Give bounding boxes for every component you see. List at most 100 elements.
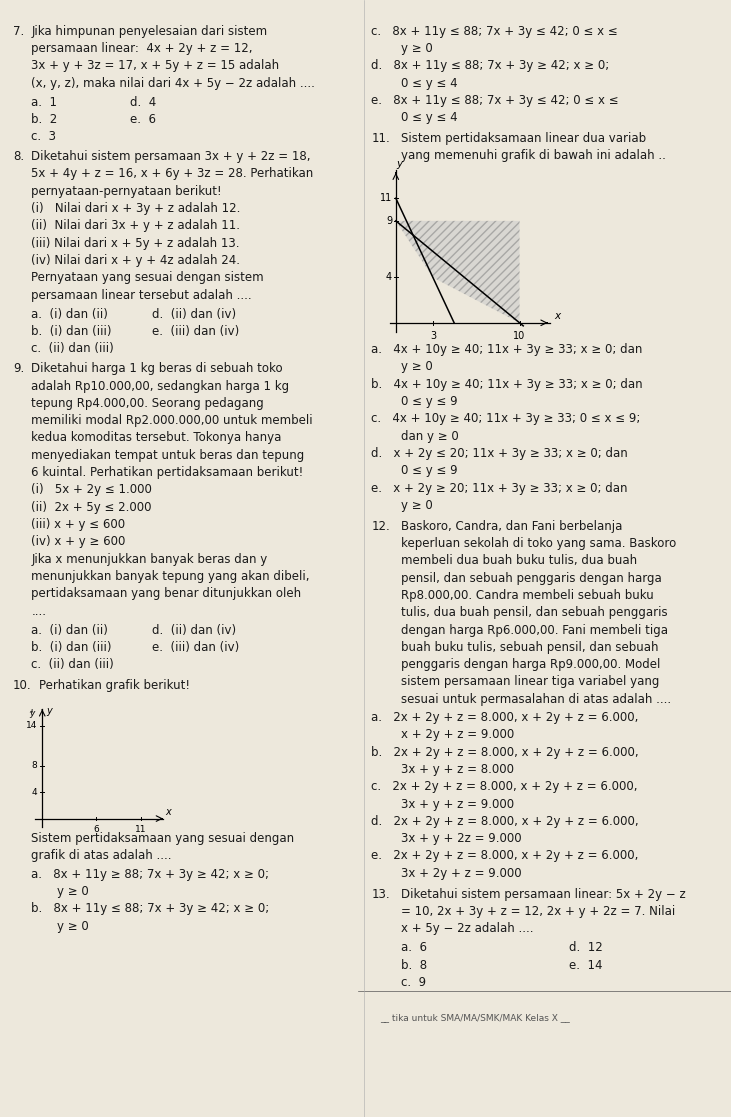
Text: a.  (i) dan (ii): a. (i) dan (ii) <box>31 623 108 637</box>
Text: d.  4: d. 4 <box>130 96 156 108</box>
Text: b.  8: b. 8 <box>401 958 427 972</box>
Text: c.   4x + 10y ≥ 40; 11x + 3y ≥ 33; 0 ≤ x ≤ 9;: c. 4x + 10y ≥ 40; 11x + 3y ≥ 33; 0 ≤ x ≤… <box>371 412 641 426</box>
Text: sesuai untuk permasalahan di atas adalah ....: sesuai untuk permasalahan di atas adalah… <box>401 693 671 706</box>
Text: buah buku tulis, sebuah pensil, dan sebuah: buah buku tulis, sebuah pensil, dan sebu… <box>401 641 658 653</box>
Text: y ≥ 0: y ≥ 0 <box>401 499 432 512</box>
Text: b.   8x + 11y ≤ 88; 7x + 3y ≥ 42; x ≥ 0;: b. 8x + 11y ≤ 88; 7x + 3y ≥ 42; x ≥ 0; <box>31 903 270 915</box>
Text: ....: .... <box>31 604 47 618</box>
Text: e.   2x + 2y + z = 8.000, x + 2y + z = 6.000,: e. 2x + 2y + z = 8.000, x + 2y + z = 6.0… <box>371 849 639 862</box>
Text: b.  (i) dan (iii): b. (i) dan (iii) <box>31 641 112 653</box>
Text: e.   x + 2y ≥ 20; 11x + 3y ≥ 33; x ≥ 0; dan: e. x + 2y ≥ 20; 11x + 3y ≥ 33; x ≥ 0; da… <box>371 481 628 495</box>
Text: b.  2: b. 2 <box>31 113 58 126</box>
Text: a.   2x + 2y + z = 8.000, x + 2y + z = 6.000,: a. 2x + 2y + z = 8.000, x + 2y + z = 6.0… <box>371 710 639 724</box>
Text: (ii)  Nilai dari 3x + y + z adalah 11.: (ii) Nilai dari 3x + y + z adalah 11. <box>31 219 240 232</box>
Text: __ tika untuk SMA/MA/SMK/MAK Kelas X __: __ tika untuk SMA/MA/SMK/MAK Kelas X __ <box>380 1013 570 1022</box>
Text: Diketahui sistem persamaan 3x + y + 2z = 18,: Diketahui sistem persamaan 3x + y + 2z =… <box>31 150 311 163</box>
Text: Diketahui harga 1 kg beras di sebuah toko: Diketahui harga 1 kg beras di sebuah tok… <box>31 362 283 375</box>
Text: Perhatikan grafik berikut!: Perhatikan grafik berikut! <box>39 679 190 693</box>
Text: 3: 3 <box>430 331 436 341</box>
Text: 12.: 12. <box>371 519 390 533</box>
Text: 4: 4 <box>386 273 392 283</box>
Text: y: y <box>47 706 53 716</box>
Text: a.  1: a. 1 <box>31 96 58 108</box>
Text: x: x <box>166 806 172 817</box>
Text: dengan harga Rp6.000,00. Fani membeli tiga: dengan harga Rp6.000,00. Fani membeli ti… <box>401 623 667 637</box>
Text: a.   8x + 11y ≥ 88; 7x + 3y ≥ 42; x ≥ 0;: a. 8x + 11y ≥ 88; 7x + 3y ≥ 42; x ≥ 0; <box>31 868 270 880</box>
Text: 7.: 7. <box>13 25 24 38</box>
Text: e.  14: e. 14 <box>569 958 602 972</box>
Text: sistem persamaan linear tiga variabel yang: sistem persamaan linear tiga variabel ya… <box>401 676 659 688</box>
Text: persamaan linear:  4x + 2y + z = 12,: persamaan linear: 4x + 2y + z = 12, <box>31 42 253 55</box>
Text: pensil, dan sebuah penggaris dengan harga: pensil, dan sebuah penggaris dengan harg… <box>401 572 662 584</box>
Text: 6 kuintal. Perhatikan pertidaksamaan berikut!: 6 kuintal. Perhatikan pertidaksamaan ber… <box>31 466 303 479</box>
Text: y ≥ 0: y ≥ 0 <box>57 919 88 933</box>
Text: e.  6: e. 6 <box>130 113 156 126</box>
Text: c.  (ii) dan (iii): c. (ii) dan (iii) <box>31 342 114 355</box>
Text: 13.: 13. <box>371 888 390 900</box>
Text: y ≥ 0: y ≥ 0 <box>401 361 432 373</box>
Text: Sistem pertidaksamaan yang sesuai dengan: Sistem pertidaksamaan yang sesuai dengan <box>31 832 295 846</box>
Text: 5x + 4y + z = 16, x + 6y + 3z = 28. Perhatikan: 5x + 4y + z = 16, x + 6y + 3z = 28. Perh… <box>31 168 314 181</box>
Text: e.  (iii) dan (iv): e. (iii) dan (iv) <box>152 325 239 338</box>
Text: Sistem pertidaksamaan linear dua variab: Sistem pertidaksamaan linear dua variab <box>401 132 645 145</box>
Text: c.  (ii) dan (iii): c. (ii) dan (iii) <box>31 658 114 671</box>
Text: d.   8x + 11y ≤ 88; 7x + 3y ≥ 42; x ≥ 0;: d. 8x + 11y ≤ 88; 7x + 3y ≥ 42; x ≥ 0; <box>371 59 610 73</box>
Text: dan y ≥ 0: dan y ≥ 0 <box>401 430 458 442</box>
Text: pertidaksamaan yang benar ditunjukkan oleh: pertidaksamaan yang benar ditunjukkan ol… <box>31 588 302 600</box>
Text: b.  (i) dan (iii): b. (i) dan (iii) <box>31 325 112 338</box>
Text: (i)   5x + 2y ≤ 1.000: (i) 5x + 2y ≤ 1.000 <box>31 484 152 496</box>
Text: 0 ≤ y ≤ 9: 0 ≤ y ≤ 9 <box>401 395 457 408</box>
Text: d.  (ii) dan (iv): d. (ii) dan (iv) <box>152 623 236 637</box>
Text: Rp8.000,00. Candra membeli sebuah buku: Rp8.000,00. Candra membeli sebuah buku <box>401 589 654 602</box>
Text: Pernyataan yang sesuai dengan sistem: Pernyataan yang sesuai dengan sistem <box>31 271 264 285</box>
Text: 6: 6 <box>93 825 99 834</box>
Text: grafik di atas adalah ....: grafik di atas adalah .... <box>31 849 172 862</box>
Text: memiliki modal Rp2.000.000,00 untuk membeli: memiliki modal Rp2.000.000,00 untuk memb… <box>31 414 313 427</box>
Text: 10.: 10. <box>13 679 31 693</box>
Text: a.  (i) dan (ii): a. (i) dan (ii) <box>31 307 108 321</box>
Text: b.   2x + 2y + z = 8.000, x + 2y + z = 6.000,: b. 2x + 2y + z = 8.000, x + 2y + z = 6.0… <box>371 745 639 758</box>
Text: membeli dua buah buku tulis, dua buah: membeli dua buah buku tulis, dua buah <box>401 554 637 567</box>
Text: tulis, dua buah pensil, dan sebuah penggaris: tulis, dua buah pensil, dan sebuah pengg… <box>401 607 667 619</box>
Text: y ≥ 0: y ≥ 0 <box>401 42 432 55</box>
Text: e.  (iii) dan (iv): e. (iii) dan (iv) <box>152 641 239 653</box>
Text: 11: 11 <box>380 193 392 203</box>
Text: (i)   Nilai dari x + 3y + z adalah 12.: (i) Nilai dari x + 3y + z adalah 12. <box>31 202 240 216</box>
Text: 0 ≤ y ≤ 4: 0 ≤ y ≤ 4 <box>401 76 457 89</box>
Text: c.  9: c. 9 <box>401 976 425 989</box>
Text: 3x + y + z = 9.000: 3x + y + z = 9.000 <box>401 798 514 811</box>
Text: 14: 14 <box>26 722 37 731</box>
Text: persamaan linear tersebut adalah ....: persamaan linear tersebut adalah .... <box>31 288 252 302</box>
Text: tepung Rp4.000,00. Seorang pedagang: tepung Rp4.000,00. Seorang pedagang <box>31 397 264 410</box>
Text: $_A$: $_A$ <box>29 707 34 716</box>
Text: menunjukkan banyak tepung yang akan dibeli,: menunjukkan banyak tepung yang akan dibe… <box>31 570 310 583</box>
Text: c.   2x + 2y + z = 8.000, x + 2y + z = 6.000,: c. 2x + 2y + z = 8.000, x + 2y + z = 6.0… <box>371 780 638 793</box>
Text: menyediakan tempat untuk beras dan tepung: menyediakan tempat untuk beras dan tepun… <box>31 449 305 461</box>
Polygon shape <box>395 221 520 323</box>
Text: 8: 8 <box>31 761 37 770</box>
Text: 0 ≤ y ≤ 4: 0 ≤ y ≤ 4 <box>401 111 457 124</box>
Text: penggaris dengan harga Rp9.000,00. Model: penggaris dengan harga Rp9.000,00. Model <box>401 658 660 671</box>
Text: 11.: 11. <box>371 132 390 145</box>
Text: 8.: 8. <box>13 150 24 163</box>
Text: (iv) Nilai dari x + y + 4z adalah 24.: (iv) Nilai dari x + y + 4z adalah 24. <box>31 254 240 267</box>
Text: x: x <box>554 311 560 321</box>
Text: adalah Rp10.000,00, sedangkan harga 1 kg: adalah Rp10.000,00, sedangkan harga 1 kg <box>31 380 289 392</box>
Text: d.  (ii) dan (iv): d. (ii) dan (iv) <box>152 307 236 321</box>
Text: 9: 9 <box>386 216 392 226</box>
Text: (iii) Nilai dari x + 5y + z adalah 13.: (iii) Nilai dari x + 5y + z adalah 13. <box>31 237 240 250</box>
Text: y: y <box>396 159 403 169</box>
Text: 3x + y + 2z = 9.000: 3x + y + 2z = 9.000 <box>401 832 521 846</box>
Text: yang memenuhi grafik di bawah ini adalah ..: yang memenuhi grafik di bawah ini adalah… <box>401 150 665 162</box>
Text: x + 5y − 2z adalah ....: x + 5y − 2z adalah .... <box>401 923 533 935</box>
Text: (iii) x + y ≤ 600: (iii) x + y ≤ 600 <box>31 518 126 531</box>
Text: a.  6: a. 6 <box>401 942 427 954</box>
Text: b.   4x + 10y ≥ 40; 11x + 3y ≥ 33; x ≥ 0; dan: b. 4x + 10y ≥ 40; 11x + 3y ≥ 33; x ≥ 0; … <box>371 378 643 391</box>
Text: (ii)  2x + 5y ≤ 2.000: (ii) 2x + 5y ≤ 2.000 <box>31 500 152 514</box>
Text: Baskoro, Candra, dan Fani berbelanja: Baskoro, Candra, dan Fani berbelanja <box>401 519 622 533</box>
Text: 10: 10 <box>513 331 526 341</box>
Text: d.  12: d. 12 <box>569 942 602 954</box>
Text: (x, y, z), maka nilai dari 4x + 5y − 2z adalah ....: (x, y, z), maka nilai dari 4x + 5y − 2z … <box>31 76 315 89</box>
Text: d.   x + 2y ≤ 20; 11x + 3y ≥ 33; x ≥ 0; dan: d. x + 2y ≤ 20; 11x + 3y ≥ 33; x ≥ 0; da… <box>371 447 628 460</box>
Text: Jika x menunjukkan banyak beras dan y: Jika x menunjukkan banyak beras dan y <box>31 553 268 565</box>
